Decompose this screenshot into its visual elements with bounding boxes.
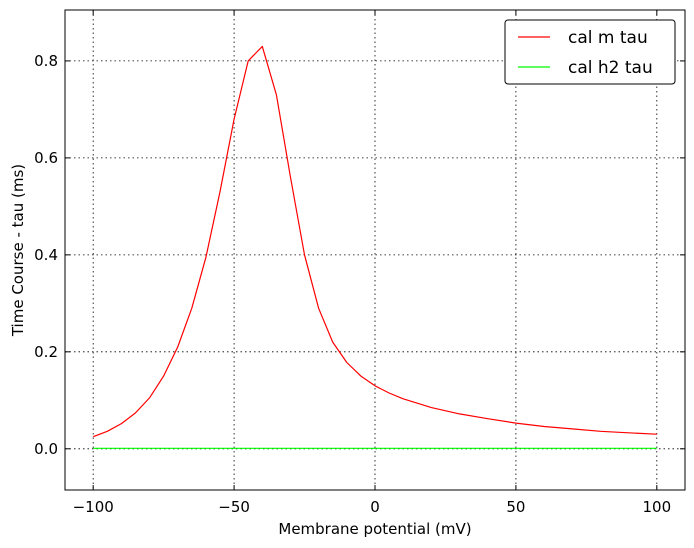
series-line-cal-m-tau — [92, 45, 657, 438]
legend-label-cal-m-tau: cal m tau — [568, 28, 648, 48]
y-tick-label: 0.2 — [34, 343, 58, 361]
y-tick-label: 0.6 — [34, 149, 58, 167]
x-tick-label: 0 — [370, 498, 380, 516]
x-tick-label: −100 — [73, 498, 114, 516]
legend-box — [504, 19, 676, 85]
grid — [65, 10, 685, 490]
x-tick-label: 50 — [506, 498, 525, 516]
x-axis-label: Membrane potential (mV) — [278, 520, 471, 538]
x-tick-label: −50 — [218, 498, 250, 516]
y-tick-label: 0.8 — [34, 52, 58, 70]
y-axis-label: Time Course - tau (ms) — [9, 164, 27, 337]
y-tick-label: 0.4 — [34, 246, 58, 264]
legend-label-cal-h2-tau: cal h2 tau — [568, 58, 653, 78]
ticks: −100 −50 0 50 100 0.0 0.2 0.4 0.6 0.8 — [34, 10, 685, 516]
legend: cal m tau cal h2 tau — [504, 19, 676, 85]
series-layer — [92, 45, 657, 449]
x-tick-label: 100 — [642, 498, 671, 516]
y-tick-label: 0.0 — [34, 440, 58, 458]
